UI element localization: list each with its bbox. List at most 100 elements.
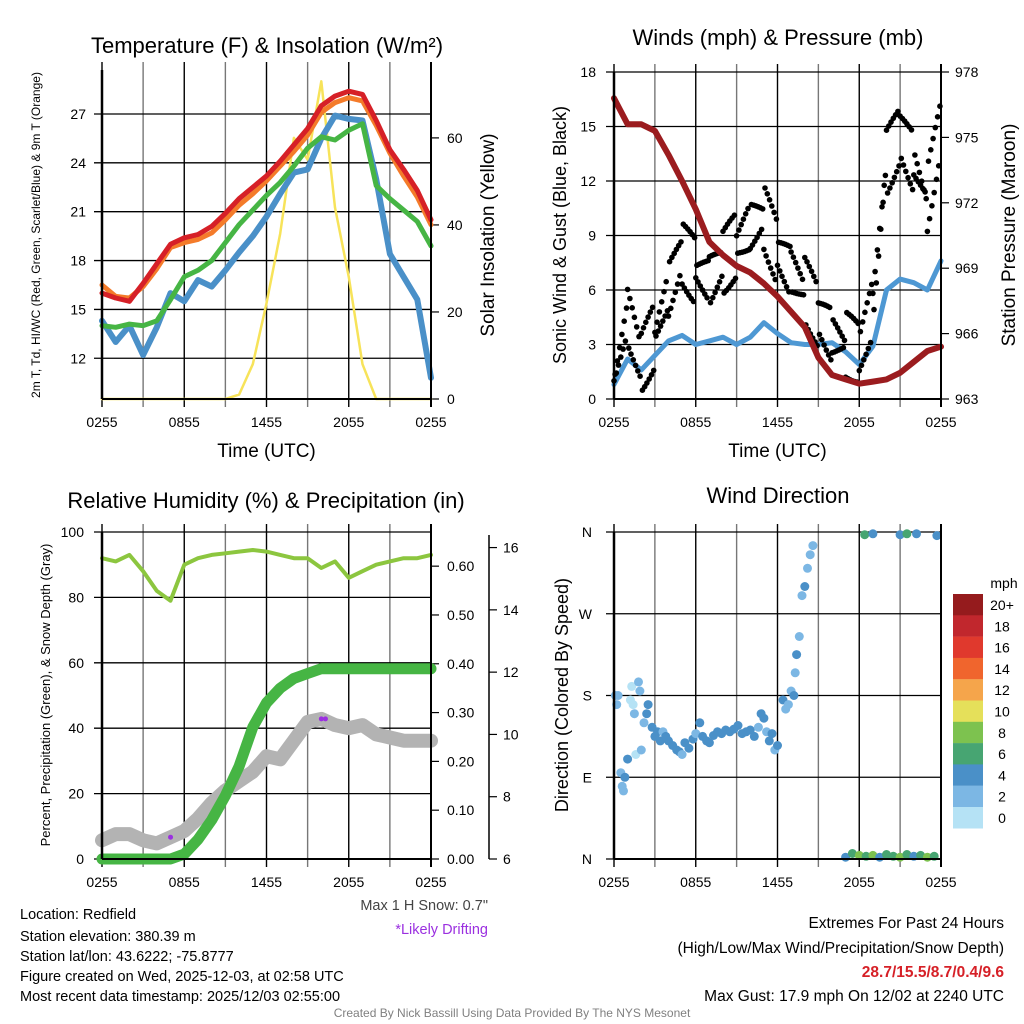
x-tick-label: 0255 xyxy=(415,414,446,430)
snow-tick-label: 6 xyxy=(503,851,511,867)
right-tick-label: 969 xyxy=(955,260,979,276)
gust-point xyxy=(933,176,940,183)
y-tick-label: 20 xyxy=(68,786,84,802)
legend-swatch xyxy=(953,764,983,786)
gust-point xyxy=(887,185,893,191)
gust-point xyxy=(864,300,870,306)
gust-point xyxy=(732,275,739,282)
gust-point xyxy=(649,304,656,311)
gust-point xyxy=(627,295,633,302)
gust-point xyxy=(693,275,699,281)
precip-tick-label: 0.60 xyxy=(447,558,474,574)
gust-point xyxy=(656,309,663,315)
gust-point xyxy=(790,254,797,260)
legend-swatch xyxy=(953,807,983,829)
extremes-subtitle: (High/Low/Max Wind/Precipitation/Snow De… xyxy=(677,940,1005,957)
gust-point xyxy=(871,306,877,313)
gust-point xyxy=(632,362,639,369)
right-tick-label: 40 xyxy=(447,217,463,233)
y-tick-label: N xyxy=(582,524,592,540)
gust-point xyxy=(924,228,931,235)
x-tick-label: 0255 xyxy=(925,874,956,890)
direction-point xyxy=(803,563,812,573)
gust-point xyxy=(804,259,810,265)
gust-point xyxy=(783,284,790,290)
gust-point xyxy=(660,318,666,324)
gust-point xyxy=(900,162,907,168)
gust-point xyxy=(628,351,634,357)
y-tick-label: 24 xyxy=(70,155,86,171)
direction-point xyxy=(639,718,649,728)
gust-point xyxy=(925,158,932,164)
gust-point xyxy=(773,216,780,222)
snow-tick-label: 14 xyxy=(503,602,519,618)
gust-point xyxy=(691,234,698,241)
direction-point xyxy=(643,700,653,710)
gust-point xyxy=(811,273,817,280)
gust-point xyxy=(629,305,635,311)
gust-point xyxy=(874,247,881,253)
direction-point xyxy=(764,736,774,746)
y-tick-label: 15 xyxy=(70,301,86,317)
right-tick-label: 60 xyxy=(447,130,463,146)
y-tick-label: 0 xyxy=(76,851,84,867)
gust-point xyxy=(802,254,808,261)
precip-tick-label: 0.00 xyxy=(447,851,474,867)
gust-point xyxy=(861,357,867,363)
legend-label: 20+ xyxy=(990,597,1014,613)
gust-point xyxy=(654,319,660,326)
legend-label: 6 xyxy=(998,746,1006,762)
right-tick-label: 966 xyxy=(955,326,979,342)
direction-point xyxy=(808,541,818,551)
direction-point xyxy=(628,700,638,710)
x-tick-label: 1455 xyxy=(762,414,793,430)
gust-point xyxy=(758,226,765,233)
max-snow-text: Max 1 H Snow: 0.7" xyxy=(360,898,488,914)
gust-point xyxy=(779,273,785,280)
gust-point xyxy=(695,279,701,285)
gust-point xyxy=(665,313,672,319)
x-axis-label: Time (UTC) xyxy=(217,441,316,462)
direction-point xyxy=(759,713,769,723)
gust-point xyxy=(800,292,807,298)
direction-point xyxy=(629,709,639,719)
x-tick-label: 2055 xyxy=(333,414,364,430)
direction-point xyxy=(749,731,759,741)
gust-point xyxy=(736,227,742,233)
direction-point xyxy=(767,729,777,739)
gust-point xyxy=(855,320,861,327)
y-tick-label: S xyxy=(583,688,592,704)
gust-point xyxy=(856,367,863,374)
gust-point xyxy=(929,203,935,209)
gust-point xyxy=(697,283,704,289)
y-tick-label: 12 xyxy=(70,350,86,366)
y-axis-label: Sonic Wind & Gust (Blue, Black) xyxy=(550,106,570,364)
series-line-sonic-wind xyxy=(611,258,944,387)
gust-point xyxy=(868,281,875,288)
y-tick-label: 100 xyxy=(61,524,85,540)
x-tick-label: 0855 xyxy=(680,414,711,430)
gust-point xyxy=(626,345,632,351)
x-tick-label: 1455 xyxy=(251,414,282,430)
x-tick-label: 0255 xyxy=(598,874,629,890)
gust-point xyxy=(912,152,918,158)
gust-point xyxy=(637,373,643,380)
gust-point xyxy=(879,204,885,210)
gust-point xyxy=(834,325,841,331)
y-axis-label-right: Solar Insolation (Yellow) xyxy=(478,133,499,336)
gust-point xyxy=(826,304,833,311)
direction-point xyxy=(745,725,755,735)
legend-swatch xyxy=(953,743,983,765)
x-tick-label: 0255 xyxy=(86,874,117,890)
gust-point xyxy=(821,342,827,348)
gust-point xyxy=(889,180,895,186)
gust-point xyxy=(674,281,681,287)
gust-point xyxy=(672,289,679,296)
legend-label: 18 xyxy=(994,618,1010,634)
latlon-text: Station lat/lon: 43.6222; -75.8777 xyxy=(20,949,234,965)
direction-point xyxy=(684,743,694,753)
gust-point xyxy=(891,174,898,181)
y-axis-label: 2m T, Td, HI/WC (Red, Green, Scarlet/Blu… xyxy=(29,72,43,398)
precip-tick-label: 0.40 xyxy=(447,656,474,672)
